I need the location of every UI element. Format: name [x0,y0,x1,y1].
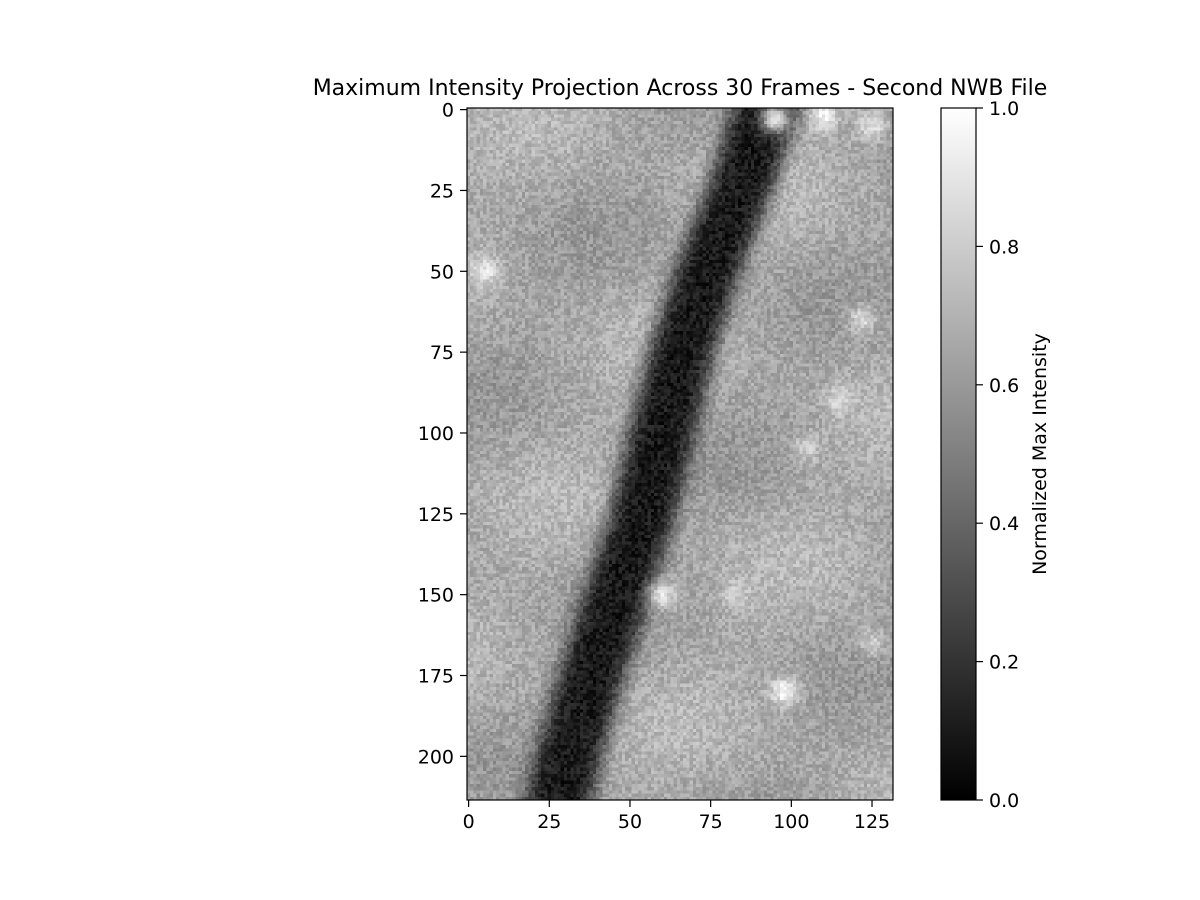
x-tick-label: 25 [537,811,561,833]
y-tick-label: 25 [430,180,454,202]
chart-title: Maximum Intensity Projection Across 30 F… [313,76,1048,101]
colorbar-tick-label: 1.0 [989,98,1019,120]
colorbar [940,107,977,801]
y-tick-label: 100 [418,423,454,445]
heatmap-raster [467,108,893,800]
plot-frame [466,107,894,801]
colorbar-tick-label: 0.0 [989,790,1019,812]
colorbar-tick-label: 0.2 [989,652,1019,674]
x-tick-label: 50 [618,811,642,833]
x-tick-label: 100 [773,811,809,833]
colorbar-tick-label: 0.6 [989,375,1019,397]
colorbar-axis: 0.0 0.2 0.4 0.6 0.8 1.0 [976,98,1019,812]
colorbar-tick-label: 0.4 [989,513,1019,535]
colorbar-label: Normalized Max Intensity [1029,333,1051,575]
y-tick-label: 175 [418,666,454,688]
x-tick-label: 125 [854,811,890,833]
colorbar-tick-label: 0.8 [989,236,1019,258]
y-tick-label: 150 [418,585,454,607]
y-tick-label: 50 [430,261,454,283]
y-tick-label: 75 [430,342,454,364]
y-tick-label: 0 [442,100,454,122]
x-axis: 0 25 50 75 100 125 [463,800,890,833]
heatmap-image [467,108,893,800]
x-tick-label: 75 [699,811,723,833]
y-tick-label: 125 [418,504,454,526]
y-axis: 0 25 50 75 100 125 150 175 200 [418,100,467,768]
x-tick-label: 0 [463,811,475,833]
y-tick-label: 200 [418,746,454,768]
